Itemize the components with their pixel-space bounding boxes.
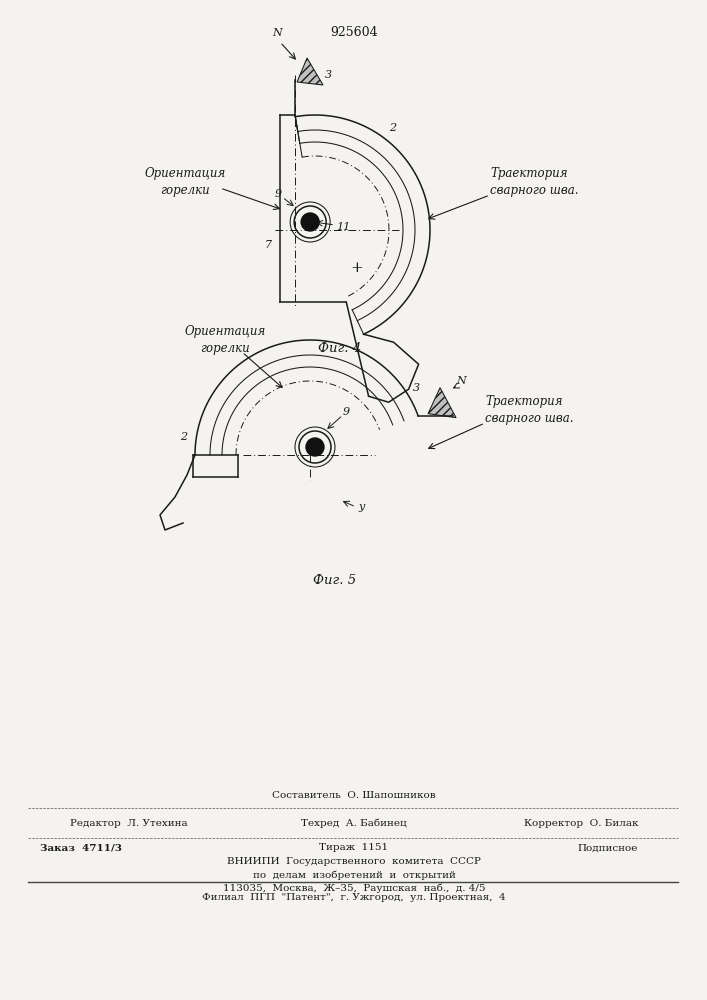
- Text: 9: 9: [343, 407, 350, 417]
- Text: 11: 11: [336, 222, 351, 232]
- Text: Ориентация
горелки: Ориентация горелки: [144, 167, 226, 197]
- Text: Составитель  О. Шапошников: Составитель О. Шапошников: [272, 790, 436, 800]
- Text: Фиг. 5: Фиг. 5: [313, 574, 356, 586]
- Text: N: N: [456, 376, 466, 386]
- Text: 7: 7: [265, 240, 272, 250]
- Text: Редактор  Л. Утехина: Редактор Л. Утехина: [70, 818, 187, 828]
- Text: Ориентация
горелки: Ориентация горелки: [185, 325, 266, 355]
- Text: 2: 2: [180, 432, 187, 442]
- Text: Филиал  ПГП  "Патент",  г. Ужгород,  ул. Проектная,  4: Филиал ПГП "Патент", г. Ужгород, ул. Про…: [202, 894, 506, 902]
- Text: 3: 3: [413, 383, 420, 393]
- Text: ВНИИПИ  Государственного  комитета  СССР: ВНИИПИ Государственного комитета СССР: [227, 857, 481, 866]
- Text: N: N: [272, 28, 282, 38]
- Text: Тираж  1151: Тираж 1151: [320, 844, 389, 852]
- Text: Траектория
сварного шва.: Траектория сварного шва.: [485, 395, 573, 425]
- Circle shape: [301, 213, 319, 231]
- Text: 113035,  Москва,  Ж–35,  Раушская  наб.,  д. 4/5: 113035, Москва, Ж–35, Раушская наб., д. …: [223, 883, 485, 893]
- Text: Техред  А. Бабинец: Техред А. Бабинец: [301, 818, 407, 828]
- Text: 9: 9: [274, 189, 281, 199]
- Text: Траектория
сварного шва.: Траектория сварного шва.: [490, 167, 578, 197]
- Polygon shape: [297, 58, 323, 85]
- Text: 3: 3: [325, 70, 332, 80]
- Text: Заказ  4711/3: Заказ 4711/3: [40, 844, 122, 852]
- Text: по  делам  изобретений  и  открытий: по делам изобретений и открытий: [252, 870, 455, 880]
- Polygon shape: [428, 388, 456, 418]
- Text: Подписное: Подписное: [578, 844, 638, 852]
- Circle shape: [306, 438, 324, 456]
- Text: 925604: 925604: [330, 25, 378, 38]
- Text: y: y: [358, 502, 364, 512]
- Text: +: +: [351, 261, 363, 275]
- Text: Фиг. 4: Фиг. 4: [318, 342, 361, 355]
- Text: Корректор  О. Билак: Корректор О. Билак: [523, 818, 638, 828]
- Text: 2: 2: [389, 123, 396, 133]
